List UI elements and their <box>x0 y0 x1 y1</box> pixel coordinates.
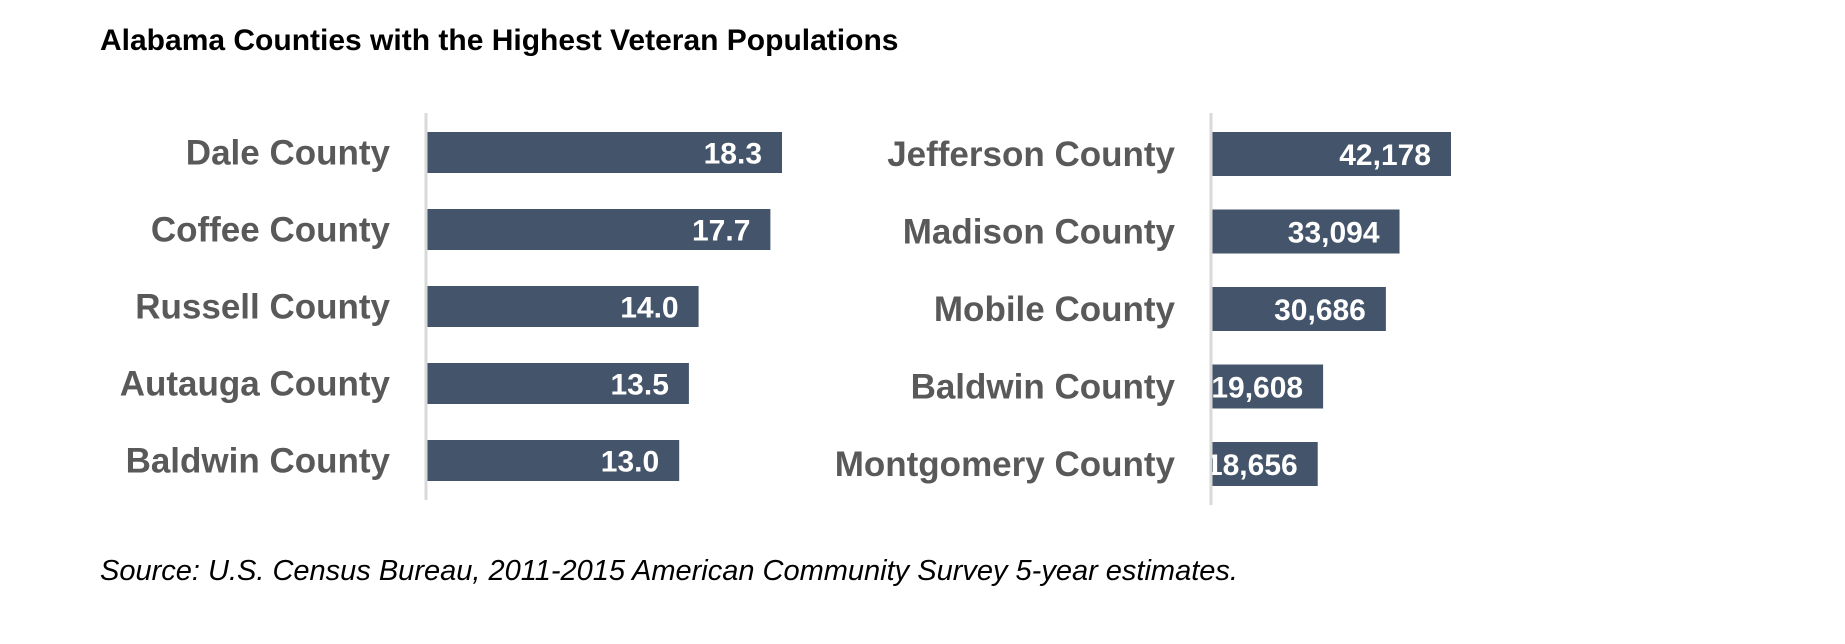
category-label-0-3: Autauga County <box>120 365 391 404</box>
category-label-0-1: Coffee County <box>151 211 391 250</box>
value-label-1-2: 30,686 <box>1274 294 1366 327</box>
bar-1-4 <box>1212 442 1318 486</box>
value-label-1-0: 42,178 <box>1339 139 1431 172</box>
value-label-1-4: 18,656 <box>1206 449 1298 482</box>
bar-0-3 <box>427 363 689 404</box>
bar-1-3 <box>1212 364 1324 409</box>
category-label-0-2: Russell County <box>135 288 390 327</box>
bar-0-0 <box>427 132 783 173</box>
chart-title: Alabama Counties with the Highest Vetera… <box>100 24 899 57</box>
bar-0-4 <box>427 440 680 481</box>
bar-0-1 <box>427 209 771 250</box>
category-label-0-0: Dale County <box>186 134 391 173</box>
value-label-0-4: 13.0 <box>601 446 659 479</box>
value-label-0-3: 13.5 <box>611 369 669 402</box>
bar-1-1 <box>1212 209 1400 254</box>
right-bar-chart: Jefferson County 42,178 Madison County 33,0… <box>835 113 1452 505</box>
category-label-1-3: Baldwin County <box>911 368 1176 407</box>
category-label-1-4: Montgomery County <box>835 445 1176 484</box>
category-label-1-1: Madison County <box>903 213 1176 252</box>
category-label-0-4: Baldwin County <box>126 442 391 481</box>
left-bar-chart: Dale County 18.3 Coffee County 17.7 Russell … <box>120 113 783 500</box>
bar-1-2 <box>1212 287 1386 331</box>
bar-0-2 <box>427 286 699 327</box>
value-label-1-3: 19,608 <box>1211 372 1303 405</box>
value-label-0-0: 18.3 <box>704 138 762 171</box>
value-label-1-1: 33,094 <box>1288 217 1380 250</box>
category-label-1-0: Jefferson County <box>887 135 1175 174</box>
category-label-1-2: Mobile County <box>934 290 1176 329</box>
source-note: Source: U.S. Census Bureau, 2011-2015 Am… <box>100 555 1238 587</box>
value-label-0-2: 14.0 <box>620 292 678 325</box>
bar-1-0 <box>1212 132 1452 176</box>
value-label-0-1: 17.7 <box>692 215 750 248</box>
